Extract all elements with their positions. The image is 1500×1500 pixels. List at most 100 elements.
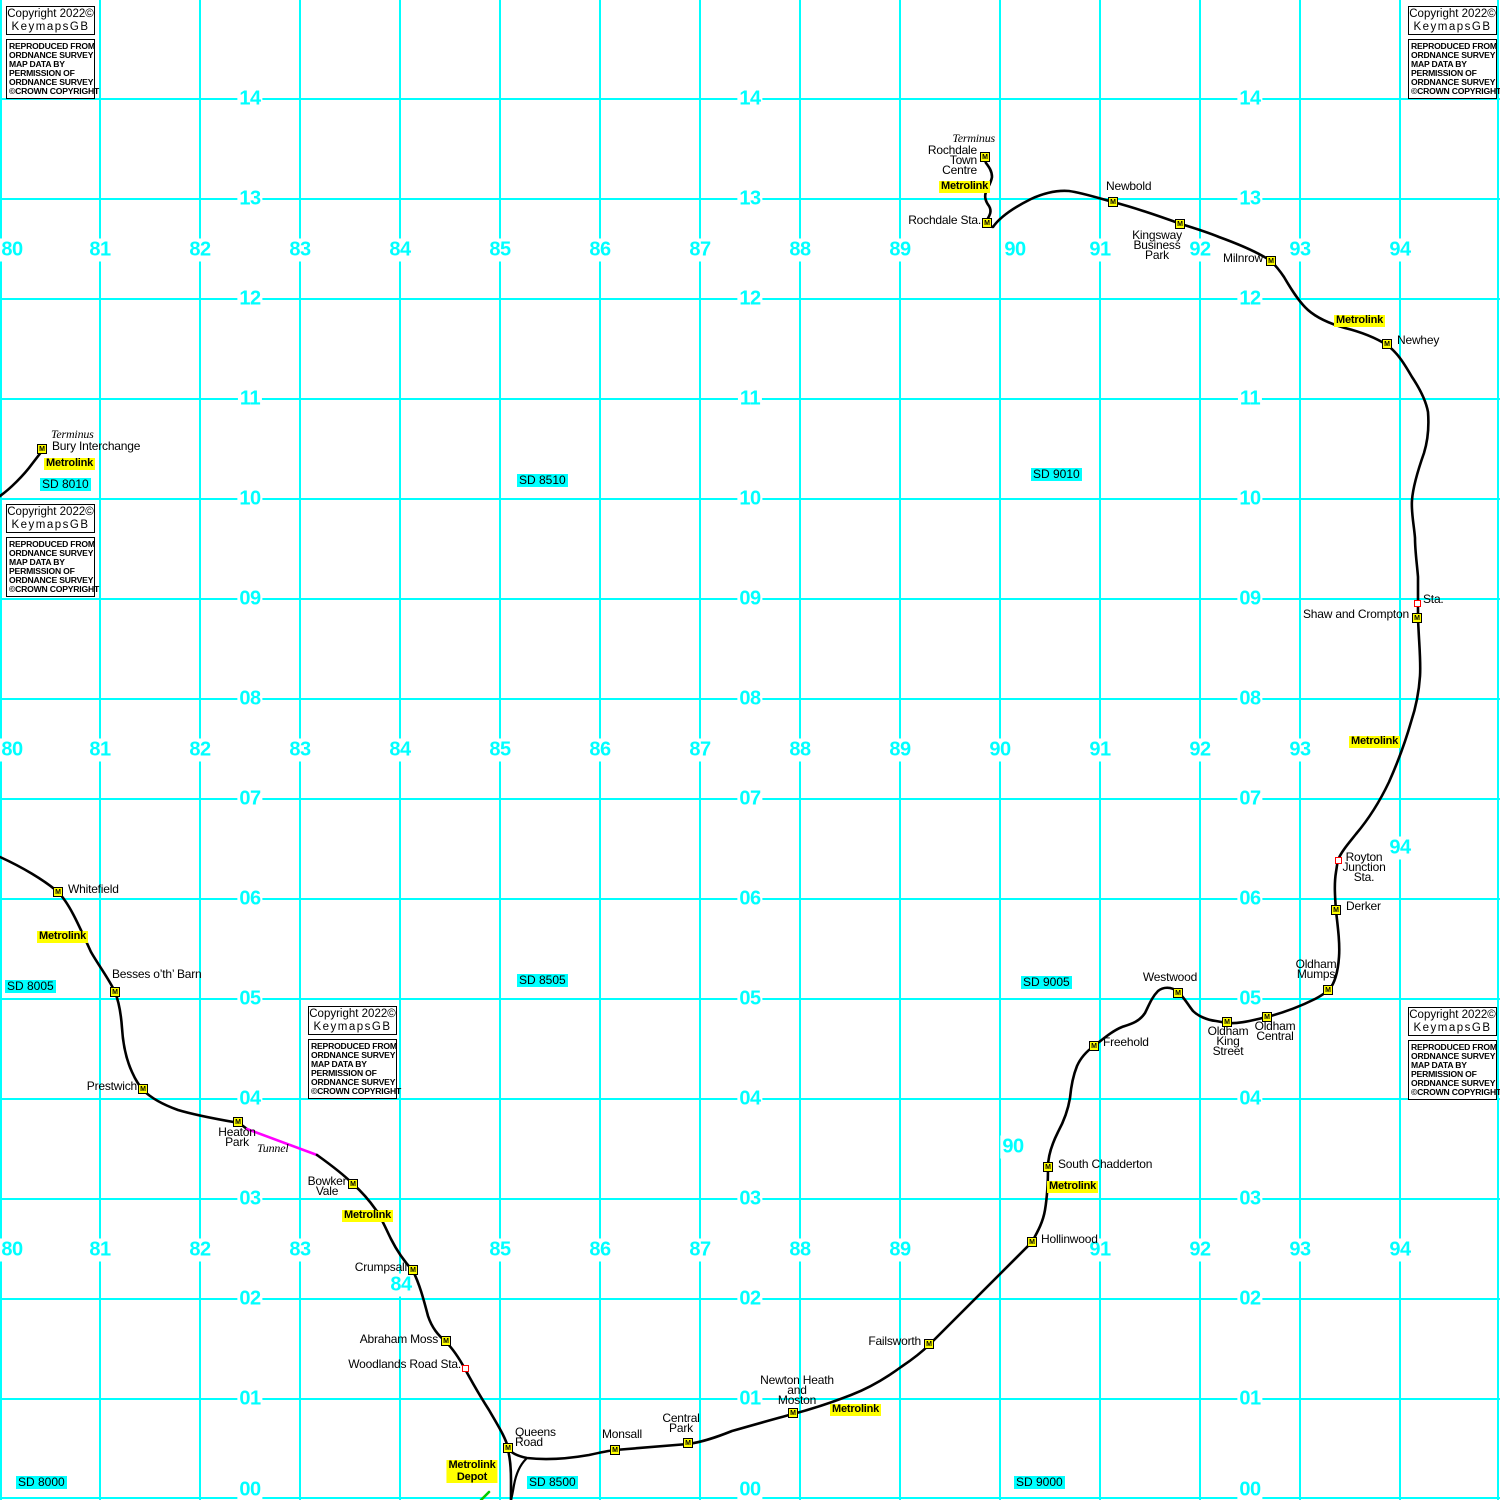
metrolink-label: Metrolink (1349, 735, 1401, 748)
grid-ref-label-sd-8005: SD 8005 (5, 979, 56, 993)
copyright-text: Copyright 2022© KeymapsGB (7, 506, 94, 531)
grid-label-84: 84 (387, 238, 413, 262)
grid-label-86: 86 (587, 1238, 613, 1262)
grid-label-10: 10 (237, 487, 263, 511)
copyright-owner: KeymapsGB (1413, 20, 1492, 33)
metrolink-station-marker-rochdale-town-centre: M (980, 152, 990, 162)
grid-label-89: 89 (887, 1238, 913, 1262)
station-label-heaton-park: Heaton Park (218, 1125, 256, 1149)
map-note-tunnel: Tunnel (257, 1141, 289, 1155)
station-label-south-chadderton: South Chadderton (1058, 1157, 1153, 1171)
copyright-box: Copyright 2022© KeymapsGB (1408, 1007, 1497, 1036)
grid-label-88: 88 (787, 1238, 813, 1262)
station-label-oldham-mumps: Oldham Mumps (1295, 957, 1337, 981)
grid-label-92: 92 (1187, 738, 1213, 762)
copyright-owner: KeymapsGB (1413, 1021, 1492, 1034)
grid-label-04: 04 (737, 1087, 763, 1111)
grid-label-13: 13 (1237, 187, 1263, 211)
tunnel-segment (245, 1127, 319, 1157)
grid-label-85: 85 (487, 238, 513, 262)
grid-label-03: 03 (737, 1187, 763, 1211)
grid-label-07: 07 (1237, 787, 1263, 811)
copyright-text: Copyright 2022© KeymapsGB (1409, 8, 1496, 33)
station-label-prestwich: Prestwich (86, 1079, 137, 1093)
grid-label-81: 81 (87, 238, 113, 262)
grid-label-01: 01 (1237, 1387, 1263, 1411)
metrolink-label: Metrolink (342, 1209, 394, 1222)
metrolink-station-marker-oldham-king-street: M (1222, 1017, 1232, 1027)
metrolink-label: Metrolink (830, 1403, 882, 1416)
grid-label-03: 03 (1237, 1187, 1263, 1211)
grid-label-01: 01 (237, 1387, 263, 1411)
grid-label-93: 93 (1287, 238, 1313, 262)
os-notice-box: REPRODUCED FROM ORDNANCE SURVEY MAP DATA… (6, 537, 99, 597)
grid-ref-label-sd-9000: SD 9000 (1014, 1475, 1065, 1489)
depot-spur (506, 1448, 513, 1500)
copyright-text: Copyright 2022© KeymapsGB (7, 8, 94, 33)
grid-label-10: 10 (737, 487, 763, 511)
grid-label-82: 82 (187, 738, 213, 762)
grid-label-08: 08 (1237, 687, 1263, 711)
grid-label-02: 02 (237, 1287, 263, 1311)
metrolink-label: Metrolink (44, 457, 96, 470)
os-notice-box: REPRODUCED FROM ORDNANCE SURVEY MAP DATA… (6, 39, 99, 99)
metrolink-station-marker-crumpsall: M (408, 1265, 418, 1275)
station-label-failsworth: Failsworth (868, 1334, 921, 1348)
grid-label-09: 09 (237, 587, 263, 611)
station-label-crumpsall: Crumpsall (354, 1260, 407, 1274)
metrolink-station-marker-abraham-moss: M (441, 1336, 451, 1346)
rail-station-marker-woodlands-road-sta (461, 1364, 469, 1372)
grid-label-00: 00 (1237, 1478, 1263, 1500)
grid-label-93: 93 (1287, 738, 1313, 762)
copyright-box: Copyright 2022© KeymapsGB (308, 1006, 397, 1035)
grid-label-87: 87 (687, 1238, 713, 1262)
grid-label-09: 09 (1237, 587, 1263, 611)
grid-label-14: 14 (237, 87, 263, 111)
grid-label-11: 11 (737, 387, 763, 411)
os-notice-box: REPRODUCED FROM ORDNANCE SURVEY MAP DATA… (308, 1039, 401, 1099)
grid-label-89: 89 (887, 738, 913, 762)
station-label-derker: Derker (1346, 899, 1381, 913)
station-label-newhey: Newhey (1397, 333, 1440, 347)
grid-ref-label-sd-9010: SD 9010 (1031, 467, 1082, 481)
grid-label-84: 84 (388, 1273, 414, 1297)
grid-label-12: 12 (1237, 287, 1263, 311)
grid-label-06: 06 (237, 887, 263, 911)
grid-label-13: 13 (237, 187, 263, 211)
grid-label-00: 00 (737, 1478, 763, 1500)
station-label-milnrow: Milnrow (1223, 251, 1263, 265)
grid-label-90: 90 (1002, 238, 1028, 262)
grid-label-94: 94 (1387, 238, 1413, 262)
green-line-segment (479, 1490, 491, 1500)
metrolink-station-marker-oldham-central: M (1262, 1012, 1272, 1022)
grid-label-07: 07 (237, 787, 263, 811)
grid-label-12: 12 (737, 287, 763, 311)
metrolink-station-marker-shaw-and-crompton: M (1412, 613, 1422, 623)
metrolink-station-marker-oldham-mumps: M (1323, 985, 1333, 995)
rail-station-marker-sta (1413, 599, 1421, 607)
grid-label-91: 91 (1087, 238, 1113, 262)
metrolink-station-marker-newton-heath-and-moston: M (788, 1408, 798, 1418)
station-label-shaw-and-crompton: Shaw and Crompton (1303, 607, 1409, 621)
rail-station-marker-royton-junction-sta (1334, 856, 1342, 864)
grid-label-91: 91 (1087, 738, 1113, 762)
metrolink-station-marker-besses-o-th-barn: M (110, 987, 120, 997)
metrolink-station-marker-prestwich: M (138, 1084, 148, 1094)
grid-label-84: 84 (387, 738, 413, 762)
grid-label-14: 14 (737, 87, 763, 111)
grid-label-83: 83 (287, 238, 313, 262)
station-label-newton-heath-and-moston: Newton Heath and Moston (760, 1373, 834, 1407)
station-label-oldham-central: Oldham Central (1254, 1019, 1296, 1043)
station-label-whitefield: Whitefield (68, 882, 119, 896)
station-label-bury-interchange: Bury Interchange (52, 439, 141, 453)
grid-label-85: 85 (487, 1238, 513, 1262)
station-label-queens-road: Queens Road (515, 1425, 556, 1449)
grid-ref-label-sd-8000: SD 8000 (16, 1475, 67, 1489)
railway-line-west (0, 855, 249, 1131)
grid-label-02: 02 (1237, 1287, 1263, 1311)
bury-branch-line (0, 449, 44, 498)
grid-label-94: 94 (1387, 836, 1413, 860)
